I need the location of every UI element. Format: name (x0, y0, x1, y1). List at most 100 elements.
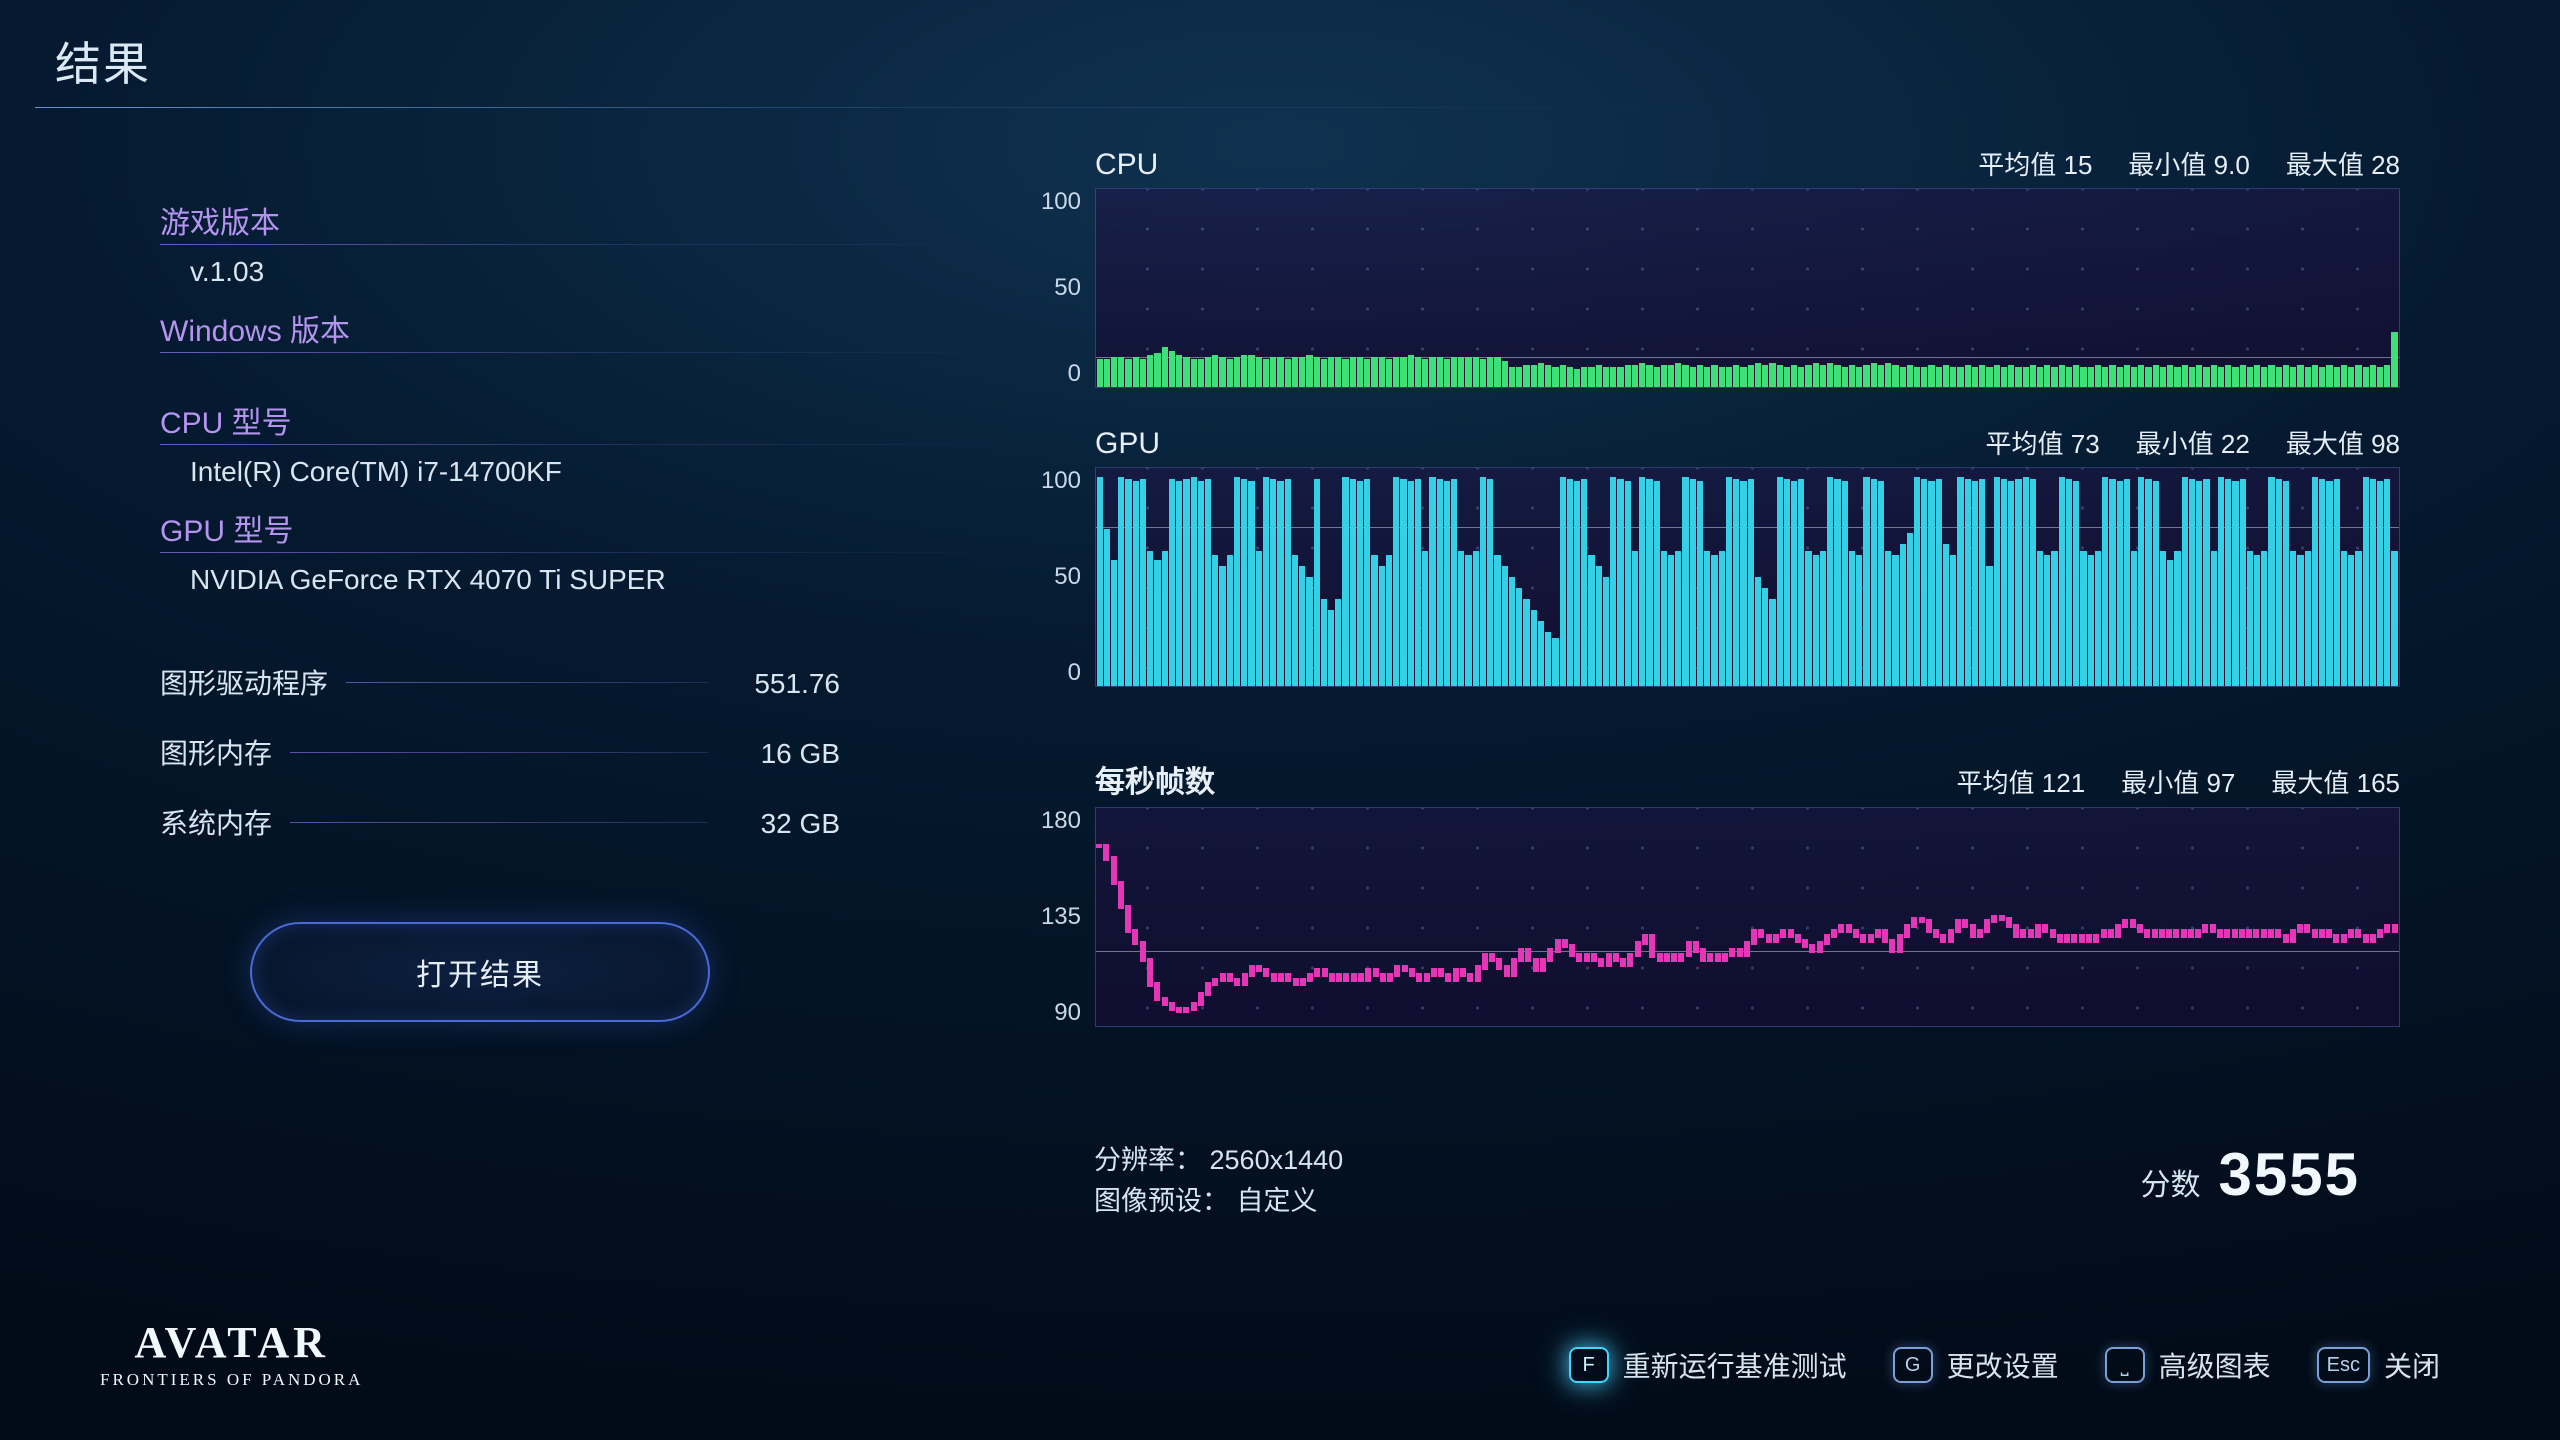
line-segment (2210, 924, 2216, 933)
open-results-button[interactable]: 打开结果 (250, 922, 710, 1022)
bar (1914, 367, 1920, 387)
bar (1263, 477, 1269, 686)
bar (1581, 479, 1587, 686)
bar (2059, 477, 2065, 686)
bar (1892, 365, 1898, 387)
bar (1711, 365, 1717, 387)
line-segment (1737, 948, 1743, 957)
bar (1740, 481, 1746, 686)
line-segment (2217, 929, 2223, 938)
line-segment (1606, 953, 1612, 967)
action-0[interactable]: F重新运行基准测试 (1569, 1345, 1847, 1385)
ram-row: 系统内存 32 GB (160, 802, 840, 842)
bar (1588, 367, 1594, 387)
line-segment (1293, 978, 1299, 987)
line-segment (1591, 953, 1597, 962)
bar (2312, 365, 2318, 387)
bar (2305, 367, 2311, 387)
bar (1914, 477, 1920, 686)
bar (2312, 477, 2318, 686)
cpu-max: 最大值 28 (2286, 145, 2400, 182)
line-segment (1955, 919, 1961, 933)
bar (1928, 365, 1934, 387)
line-segment (1678, 953, 1684, 962)
bar (1191, 359, 1197, 387)
bar (1994, 365, 2000, 387)
line-segment (1584, 953, 1590, 962)
bar (1704, 551, 1710, 686)
bar (2232, 481, 2238, 686)
bar (1104, 359, 1110, 387)
line-segment (1271, 973, 1277, 982)
bar (2153, 481, 2159, 686)
bar (2044, 365, 2050, 387)
line-segment (1278, 973, 1284, 982)
action-3[interactable]: Esc关闭 (2317, 1345, 2440, 1385)
bar (1133, 357, 1139, 387)
bar (2117, 367, 2123, 387)
bar (1169, 479, 1175, 686)
bar (2276, 367, 2282, 387)
line-segment (1416, 973, 1422, 982)
fps-chart-title: 每秒帧数 (1095, 757, 1215, 801)
line-segment (2035, 924, 2041, 938)
line-segment (1977, 929, 1983, 938)
line-segment (1824, 934, 1830, 945)
bar (2138, 477, 2144, 686)
bar (1176, 481, 1182, 686)
bar (1834, 479, 1840, 686)
line-segment (1831, 929, 1837, 938)
ram-label: 系统内存 (160, 802, 272, 842)
bar (1125, 359, 1131, 387)
bar (2363, 367, 2369, 387)
bar (1784, 367, 1790, 387)
bar (1921, 367, 1927, 387)
action-1[interactable]: G更改设置 (1893, 1345, 2059, 1385)
vram-row: 图形内存 16 GB (160, 732, 840, 772)
bar (1646, 479, 1652, 686)
line-segment (1853, 929, 1859, 938)
y-tick-label: 100 (1041, 188, 1081, 216)
charts-panel: CPU 平均值 15 最小值 9.0 最大值 28 100500 GPU 平均值… (980, 145, 2400, 1063)
bar (2124, 365, 2130, 387)
line-segment (1169, 1002, 1175, 1011)
bar (1140, 359, 1146, 387)
open-results-label: 打开结果 (416, 950, 544, 994)
bar (1574, 369, 1580, 387)
gpu-plot-area (1095, 467, 2400, 687)
bar (2189, 479, 2195, 686)
bar (1603, 367, 1609, 387)
line-segment (2290, 929, 2296, 943)
bar (1567, 479, 1573, 686)
bar (2182, 365, 2188, 387)
line-segment (1729, 948, 1735, 957)
action-2[interactable]: ⎵高级图表 (2105, 1345, 2271, 1385)
gpu-chart-title: GPU (1095, 427, 1160, 461)
line-segment (2253, 929, 2259, 938)
line-segment (1838, 924, 1844, 933)
bar (1350, 479, 1356, 686)
bar (2261, 551, 2267, 686)
line-segment (1722, 953, 1728, 962)
bar (1928, 481, 1934, 686)
bar (2297, 555, 2303, 686)
bar (1357, 481, 1363, 686)
bar (1820, 365, 1826, 387)
bar (1900, 367, 1906, 387)
bar (1639, 477, 1645, 686)
line-segment (1693, 941, 1699, 952)
line-segment (1940, 934, 1946, 943)
bar (1842, 481, 1848, 686)
bar (2297, 365, 2303, 387)
bar (1509, 577, 1515, 686)
line-segment (1263, 968, 1269, 977)
bar (1813, 555, 1819, 686)
bar (1632, 551, 1638, 686)
bar (2225, 479, 2231, 686)
bar (1567, 367, 1573, 387)
line-segment (2239, 929, 2245, 938)
cpu-plot-area (1095, 188, 2400, 388)
bar (1256, 357, 1262, 387)
bar (1827, 477, 1833, 686)
line-segment (1511, 958, 1517, 977)
